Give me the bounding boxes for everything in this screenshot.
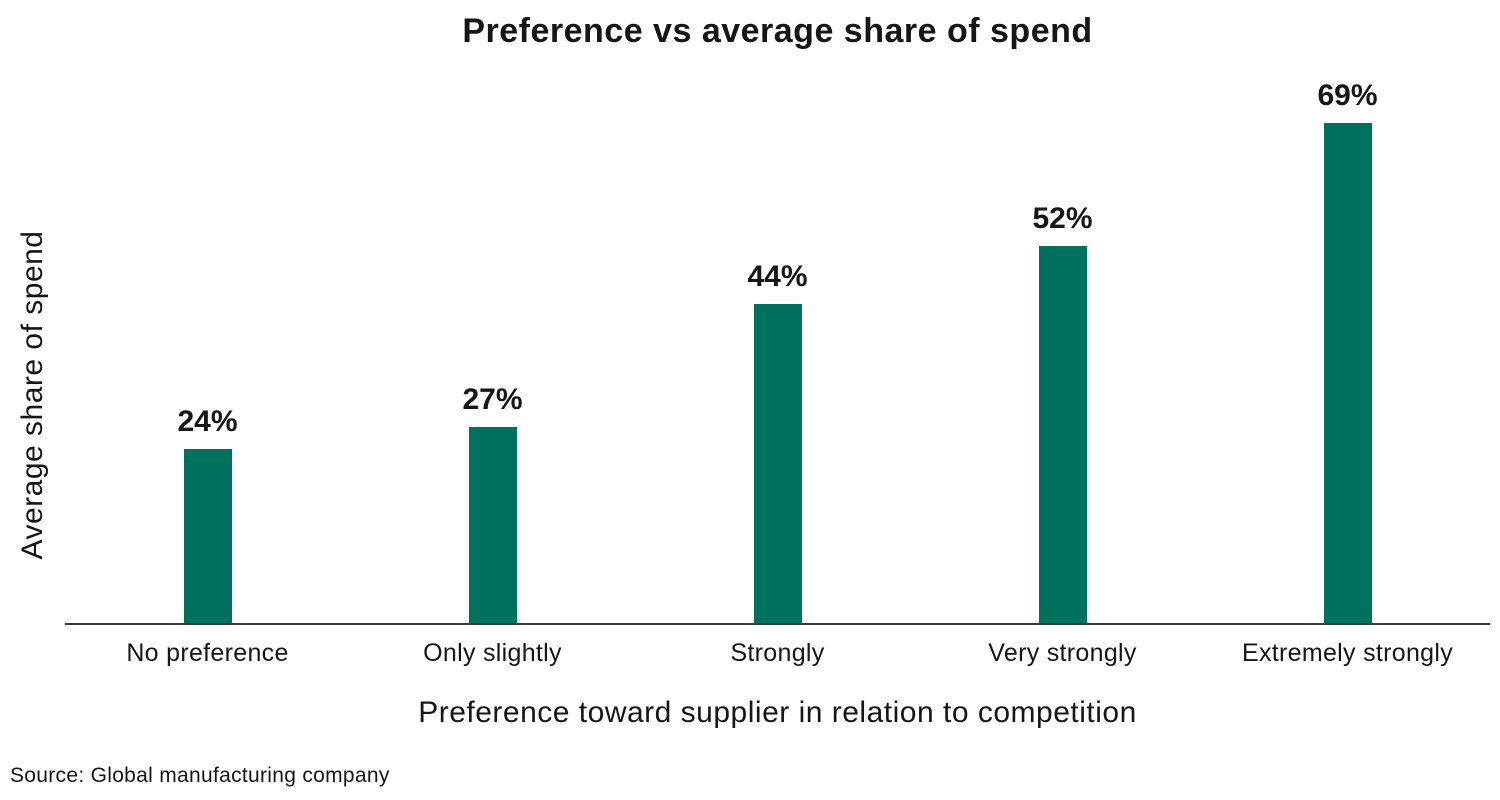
bar-column: 44% [635,123,920,623]
x-tick-label: Only slightly [423,638,562,667]
x-tick-label: Strongly [730,638,825,667]
plot-area: 24% 27% 44% 52% 69% [65,79,1490,625]
bar-value-label: 24% [177,404,238,438]
bar: 24% [177,405,238,623]
y-axis-label: Average share of spend [15,230,49,560]
bar-column: 27% [350,123,635,623]
bar-value-label: 44% [747,259,808,293]
x-axis-label: Preference toward supplier in relation t… [418,695,1137,729]
bar-value-label: 27% [462,382,523,416]
bar: 27% [462,383,523,623]
bar: 52% [1032,202,1093,623]
plot-column: 24% 27% 44% 52% 69% No preference Only slight… [65,79,1490,668]
x-tick-label: No preference [126,638,289,667]
chart-body: Average share of spend 24% 27% 44% 52% 69% N… [0,79,1500,668]
bar-value-label: 52% [1032,201,1093,235]
bar-value-label: 69% [1317,78,1378,112]
bar: 44% [747,260,808,623]
chart-title: Preference vs average share of spend [462,12,1093,50]
x-tick-label: Extremely strongly [1241,638,1453,667]
x-tick-label: Very strongly [988,638,1137,667]
bar: 69% [1317,79,1378,623]
bar-column: 24% [65,123,350,623]
y-axis: Average share of spend [0,123,65,668]
bar-column: 52% [920,123,1205,623]
bar-column: 69% [1205,79,1490,623]
x-tick-row: No preference Only slightly Strongly Very s… [65,639,1490,668]
source-note: Source: Global manufacturing company [10,763,390,787]
